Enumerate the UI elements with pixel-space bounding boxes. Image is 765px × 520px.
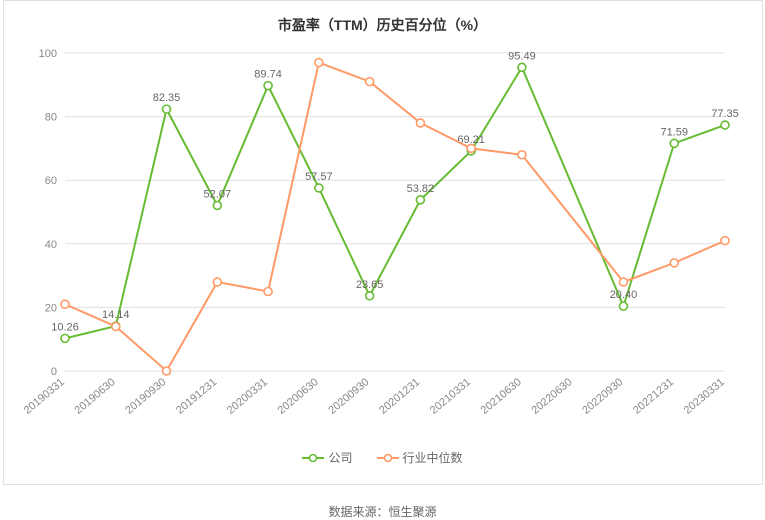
chart-title: 市盈率（TTM）历史百分位（%） [14, 15, 752, 35]
legend-label: 行业中位数 [403, 449, 463, 466]
svg-text:20201231: 20201231 [377, 376, 422, 417]
svg-text:10.26: 10.26 [51, 321, 79, 333]
svg-text:20200630: 20200630 [275, 376, 320, 417]
svg-text:20210630: 20210630 [478, 376, 523, 417]
svg-text:100: 100 [38, 48, 56, 60]
legend: 公司 行业中位数 [14, 449, 752, 466]
svg-text:20221231: 20221231 [630, 376, 675, 417]
svg-text:57.57: 57.57 [305, 171, 333, 183]
legend-item[interactable]: 公司 [302, 449, 352, 466]
svg-text:40: 40 [44, 239, 56, 251]
svg-text:20220930: 20220930 [580, 376, 625, 417]
svg-text:20190630: 20190630 [72, 376, 117, 417]
legend-label: 公司 [328, 449, 352, 466]
svg-text:60: 60 [44, 175, 56, 187]
line-chart: 0 20 40 60 80 100 2019033120190630201909302019… [23, 43, 743, 443]
svg-text:20220630: 20220630 [529, 376, 574, 417]
svg-text:14.14: 14.14 [102, 309, 130, 321]
svg-text:95.49: 95.49 [508, 50, 536, 62]
svg-text:20200331: 20200331 [224, 376, 269, 417]
legend-swatch [377, 453, 399, 463]
svg-text:89.74: 89.74 [254, 69, 282, 81]
legend-swatch [302, 453, 324, 463]
svg-text:0: 0 [50, 366, 56, 378]
svg-text:77.35: 77.35 [711, 108, 739, 120]
svg-text:20.40: 20.40 [609, 289, 637, 301]
svg-text:71.59: 71.59 [660, 126, 688, 138]
svg-text:20230331: 20230331 [681, 376, 726, 417]
svg-text:53.82: 53.82 [406, 183, 434, 195]
svg-text:20190930: 20190930 [123, 376, 168, 417]
svg-text:20200930: 20200930 [326, 376, 371, 417]
svg-text:20: 20 [44, 302, 56, 314]
chart-container: 市盈率（TTM）历史百分位（%） 02040608010020190331201… [3, 0, 763, 485]
svg-text:80: 80 [44, 112, 56, 124]
svg-text:20210331: 20210331 [427, 376, 472, 417]
legend-item[interactable]: 行业中位数 [377, 449, 463, 466]
data-source-label: 数据来源：恒生聚源 [328, 503, 436, 520]
svg-text:52.07: 52.07 [203, 188, 231, 200]
svg-text:20190331: 20190331 [23, 376, 67, 417]
svg-text:82.35: 82.35 [152, 92, 180, 104]
svg-text:23.65: 23.65 [355, 279, 383, 291]
svg-text:20191231: 20191231 [174, 376, 219, 417]
